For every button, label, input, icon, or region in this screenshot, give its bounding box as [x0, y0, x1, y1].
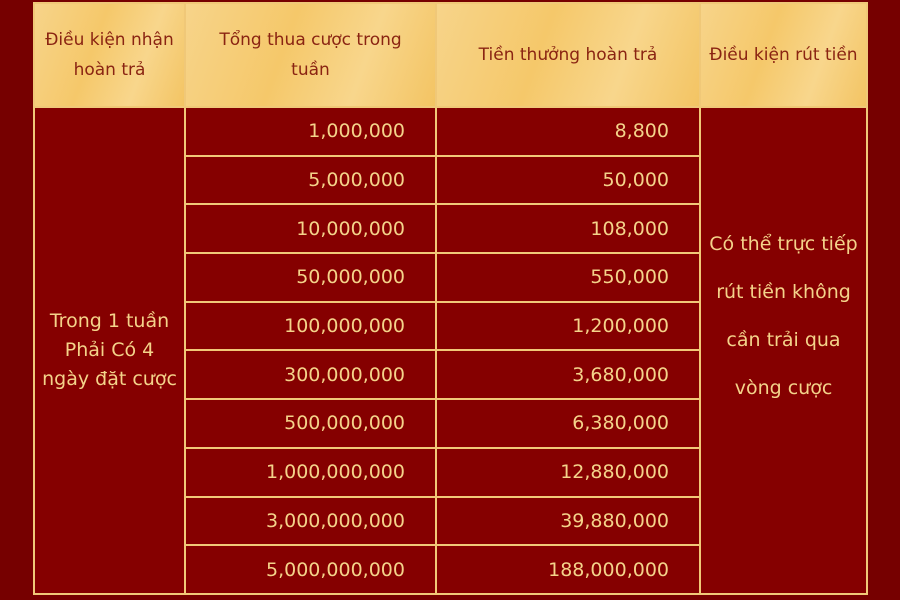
- weekly-loss-cell: 1,000,000: [184, 106, 437, 157]
- table-row: 500,000,000 6,380,000: [34, 398, 867, 449]
- table-row: 10,000,000 108,000: [34, 203, 867, 255]
- withdrawal-line: Có thể trực tiếp rút tiền không: [709, 232, 858, 303]
- withdrawal-line: cần trải qua vòng cược: [726, 328, 841, 399]
- table-row: 50,000,000 550,000: [34, 252, 867, 303]
- weekly-loss-cell: 100,000,000: [184, 300, 437, 352]
- condition-line: Trong 1 tuần: [49, 310, 170, 332]
- weekly-loss-cell: 300,000,000: [184, 349, 437, 401]
- weekly-loss-cell: 3,000,000,000: [184, 495, 437, 547]
- header-weekly-loss: Tổng thua cược trong tuần: [184, 2, 437, 108]
- table-row: 1,000,000,000 12,880,000: [34, 446, 867, 498]
- rebate-bonus-cell: 1,200,000: [435, 300, 701, 352]
- rebate-bonus-cell: 188,000,000: [435, 544, 701, 595]
- table-row: 3,000,000,000 39,880,000: [34, 495, 867, 547]
- weekly-loss-cell: 500,000,000: [184, 398, 437, 449]
- header-condition: Điều kiện nhận hoàn trả: [33, 2, 186, 108]
- rebate-bonus-cell: 39,880,000: [435, 495, 701, 547]
- rebate-bonus-cell: 8,800: [435, 106, 701, 157]
- rebate-bonus-cell: 3,680,000: [435, 349, 701, 401]
- condition-line: Phải Có 4: [64, 339, 155, 361]
- header-withdrawal: Điều kiện rút tiền: [699, 2, 868, 108]
- condition-line: ngày đặt cược: [42, 368, 177, 390]
- table-row: 5,000,000,000 188,000,000: [34, 544, 867, 595]
- rebate-bonus-cell: 108,000: [435, 203, 701, 255]
- rebate-bonus-cell: 550,000: [435, 252, 701, 303]
- weekly-loss-cell: 5,000,000,000: [184, 544, 437, 595]
- condition-cell: Trong 1 tuần Phải Có 4 ngày đặt cược: [33, 106, 186, 595]
- header-rebate-bonus: Tiền thưởng hoàn trả: [435, 2, 701, 108]
- table-row: 5,000,000 50,000: [34, 154, 867, 206]
- weekly-loss-cell: 10,000,000: [184, 203, 437, 255]
- withdrawal-cell: Có thể trực tiếp rút tiền không cần trải …: [699, 106, 868, 595]
- weekly-loss-cell: 1,000,000,000: [184, 446, 437, 498]
- rebate-bonus-cell: 12,880,000: [435, 446, 701, 498]
- weekly-loss-cell: 50,000,000: [184, 252, 437, 303]
- weekly-loss-cell: 5,000,000: [184, 154, 437, 206]
- rebate-bonus-cell: 50,000: [435, 154, 701, 206]
- table-row: Trong 1 tuần Phải Có 4 ngày đặt cược 1,000,…: [33, 106, 868, 595]
- table-row: 300,000,000 3,680,000: [34, 349, 867, 401]
- header-row: Điều kiện nhận hoàn trả Tổng thua cược t…: [33, 2, 868, 108]
- table-row: 100,000,000 1,200,000: [34, 300, 867, 352]
- rebate-bonus-cell: 6,380,000: [435, 398, 701, 449]
- rebate-table: Điều kiện nhận hoàn trả Tổng thua cược t…: [33, 2, 868, 595]
